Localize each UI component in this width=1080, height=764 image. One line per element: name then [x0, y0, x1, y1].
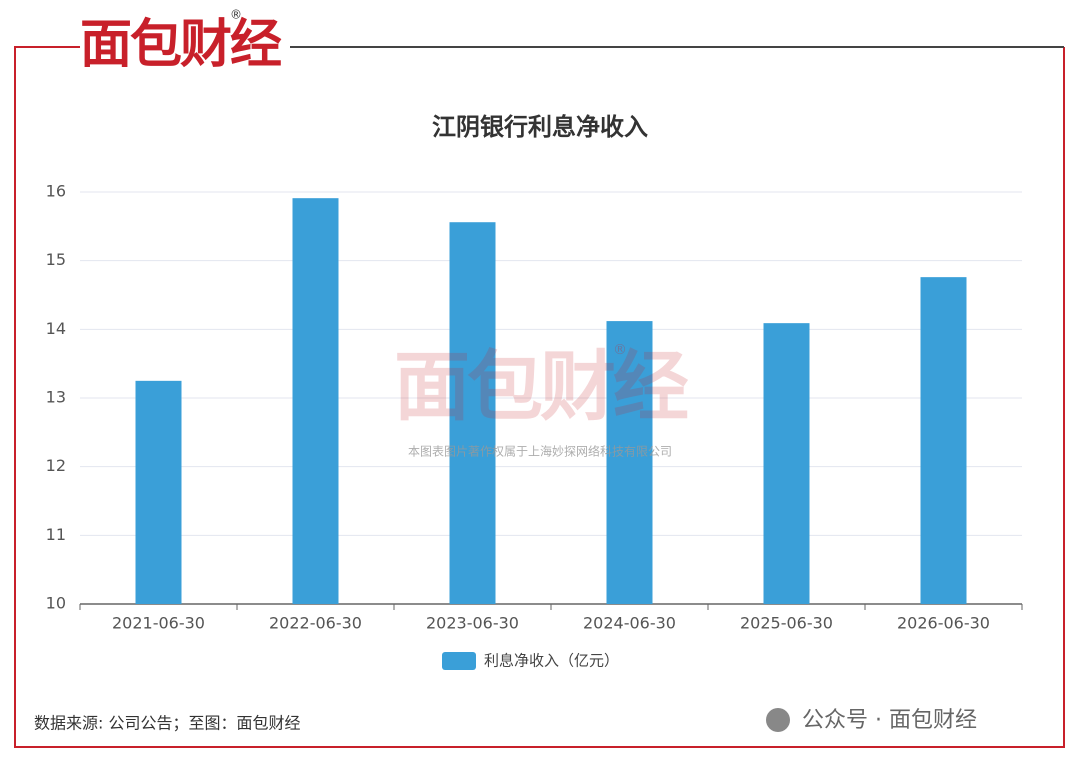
legend-swatch	[442, 652, 476, 670]
y-tick-label: 13	[46, 388, 66, 407]
x-tick-label: 2025-06-30	[740, 614, 833, 633]
y-tick-label: 14	[46, 319, 66, 338]
x-tick-label: 2026-06-30	[897, 614, 990, 633]
x-tick-label: 2024-06-30	[583, 614, 676, 633]
y-tick-label: 12	[46, 456, 66, 475]
x-tick-label: 2021-06-30	[112, 614, 205, 633]
x-tick-label: 2022-06-30	[269, 614, 362, 633]
y-tick-label: 16	[46, 182, 66, 201]
bar	[292, 198, 339, 604]
y-tick-label: 10	[46, 594, 66, 613]
y-tick-label: 11	[46, 525, 66, 544]
wechat-icon	[766, 708, 790, 732]
source: 数据来源: 公司公告；至图：面包财经	[34, 714, 300, 733]
x-tick-label: 2023-06-30	[426, 614, 519, 633]
watermark-caption: 本图表图片著作权属于上海妙探网络科技有限公司	[408, 444, 672, 459]
logo-mark: ®	[230, 8, 242, 22]
watermark: 面包财经	[394, 342, 689, 431]
legend-label: 利息净收入（亿元）	[484, 652, 619, 670]
bar	[920, 277, 967, 604]
bar	[606, 321, 653, 604]
bar	[763, 323, 810, 604]
bar	[135, 380, 182, 604]
watermark-mark: ®	[613, 342, 627, 358]
bar	[449, 222, 496, 605]
y-tick-label: 15	[46, 250, 66, 269]
plot: 10 11 12 13 14 15 16 2021-06-30 2022-06-30 2023-0…	[46, 182, 1023, 633]
chart-title: 江阴银行利息净收入	[432, 113, 648, 141]
logo: 面包财经	[80, 15, 282, 75]
footer: 公众号 · 面包财经	[802, 708, 977, 733]
